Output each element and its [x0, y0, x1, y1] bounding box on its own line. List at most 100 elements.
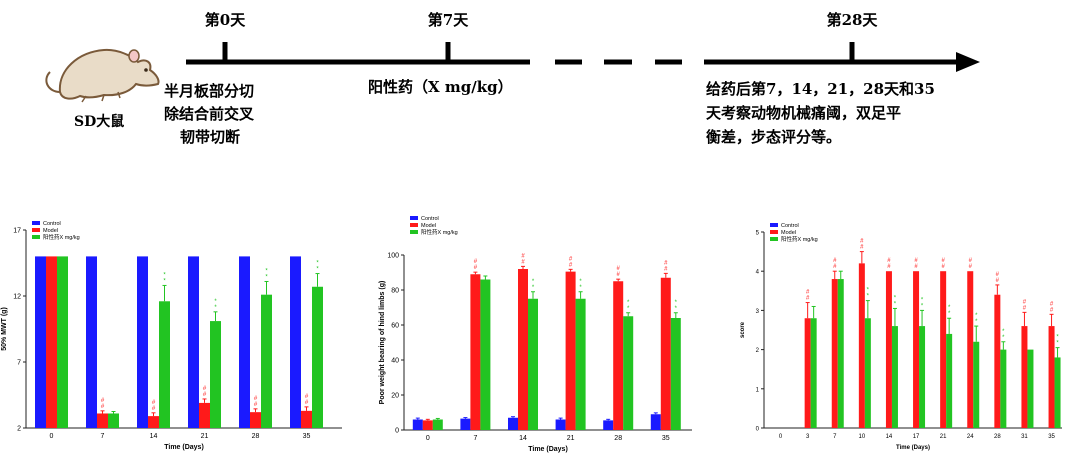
x-axis-title: Time (Days): [528, 446, 568, 453]
significance-mark: #: [833, 258, 837, 264]
day7-label: 第7天: [428, 11, 469, 29]
significance-mark: *: [265, 268, 268, 274]
assessment-line-2: 天考察动物机械痛阈，双足平: [706, 104, 901, 122]
y-tick-label: 0: [756, 427, 760, 433]
legend-label: 阳性药X mg/kg: [421, 228, 458, 236]
y-tick-label: 17: [13, 228, 21, 235]
x-tick-label: 14: [150, 433, 158, 440]
bar: [301, 410, 312, 428]
significance-mark: #: [254, 402, 258, 408]
bar: [137, 256, 148, 428]
day28-label: 第28天: [827, 11, 879, 29]
x-tick-label: 24: [967, 434, 974, 440]
bar: [670, 318, 681, 430]
significance-mark: #: [664, 266, 668, 272]
bar: [422, 420, 433, 430]
significance-mark: *: [921, 303, 924, 309]
x-tick-label: 21: [567, 435, 575, 442]
significance-mark: #: [521, 253, 525, 259]
significance-mark: #: [203, 392, 207, 398]
legend-swatch: [410, 223, 418, 227]
x-tick-label: 14: [519, 435, 527, 442]
x-tick-label: 28: [252, 433, 260, 440]
significance-mark: *: [532, 285, 535, 291]
significance-mark: *: [894, 301, 897, 307]
significance-mark: *: [675, 306, 678, 312]
significance-mark: #: [860, 245, 864, 251]
significance-mark: #: [833, 264, 837, 270]
significance-mark: #: [305, 394, 309, 400]
bar: [159, 301, 170, 428]
significance-mark: #: [617, 266, 621, 272]
bar: [565, 271, 576, 430]
bar: [940, 271, 947, 428]
bar: [810, 318, 817, 428]
y-axis-title: 50% MWT (g): [1, 307, 8, 351]
significance-mark: *: [867, 294, 870, 300]
legend-label: Model: [781, 230, 796, 236]
bar: [946, 333, 953, 428]
legend-swatch: [410, 216, 418, 220]
significance-mark: #: [1023, 305, 1027, 311]
significance-mark: #: [152, 406, 156, 412]
x-tick-label: 7: [833, 434, 837, 440]
significance-mark: #: [806, 290, 810, 296]
bar: [261, 294, 272, 428]
y-tick-label: 2: [756, 348, 760, 354]
bar: [108, 413, 119, 428]
significance-mark: *: [579, 279, 582, 285]
bar: [470, 274, 481, 430]
bar: [57, 256, 68, 428]
significance-mark: #: [203, 386, 207, 392]
bar: [1021, 326, 1028, 428]
bar: [528, 298, 538, 430]
bar: [967, 271, 974, 428]
y-axis-title: score: [740, 321, 746, 338]
assessment-line-3: 衡差，步态评分等。: [706, 128, 841, 146]
significance-mark: *: [948, 311, 951, 317]
significance-mark: *: [579, 285, 582, 291]
significance-mark: *: [627, 306, 630, 312]
significance-mark: *: [675, 300, 678, 306]
legend-swatch: [770, 230, 778, 234]
drug-label: 阳性药（X mg/kg）: [368, 78, 513, 96]
y-tick-label: 1: [756, 387, 760, 393]
significance-mark: #: [474, 259, 478, 265]
legend-swatch: [770, 237, 778, 241]
bar: [575, 298, 586, 430]
significance-mark: #: [569, 256, 573, 262]
bar: [460, 418, 471, 430]
bar: [831, 279, 838, 428]
x-axis-title: Time (Days): [164, 444, 204, 451]
significance-mark: #: [101, 404, 105, 410]
x-tick-label: 7: [473, 435, 477, 442]
legend-label: Control: [43, 221, 61, 227]
significance-mark: #: [996, 278, 1000, 284]
significance-mark: #: [254, 396, 258, 402]
x-tick-label: 17: [913, 434, 920, 440]
significance-mark: *: [867, 288, 870, 294]
bar: [837, 279, 844, 428]
bar: [312, 286, 323, 428]
surgery-line-1: 半月板部分切: [164, 82, 254, 100]
y-tick-label: 3: [756, 309, 760, 315]
x-tick-label: 35: [303, 433, 311, 440]
bar: [919, 326, 926, 428]
bar: [1000, 349, 1007, 428]
y-tick-label: 4: [756, 270, 760, 276]
bar: [199, 402, 210, 428]
bar: [480, 279, 491, 430]
y-tick-label: 60: [391, 323, 399, 330]
significance-mark: *: [627, 300, 630, 306]
bar: [555, 419, 566, 430]
chart-weight-bearing: 0 20 40 60 80 100 Poor weight bearing of hind …: [379, 216, 692, 453]
significance-mark: #: [152, 400, 156, 406]
bar: [35, 256, 46, 428]
significance-mark: *: [948, 305, 951, 311]
bar: [508, 417, 518, 430]
x-tick-label: 35: [662, 435, 670, 442]
y-tick-label: 2: [17, 426, 21, 433]
bar: [885, 271, 892, 428]
x-tick-label: 0: [779, 434, 783, 440]
